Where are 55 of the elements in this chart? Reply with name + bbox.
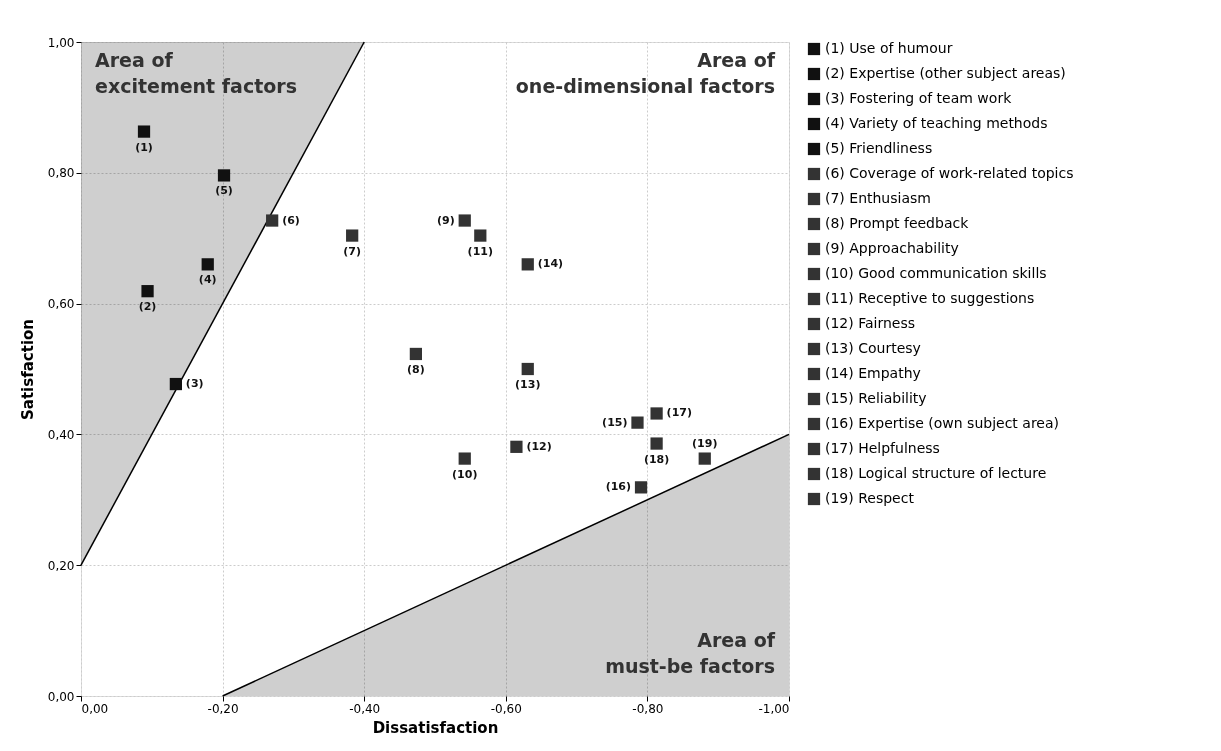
x-tick-label: -0,20 xyxy=(207,701,239,716)
annotation: Area of must-be factors xyxy=(605,629,776,677)
legend-label: (9) Approachability xyxy=(825,240,959,256)
legend-label: (19) Respect xyxy=(825,490,915,506)
annotation: (10) xyxy=(452,467,478,481)
legend-label: (10) Good communication skills xyxy=(825,265,1047,281)
x-tick-label: 0,00 xyxy=(81,701,109,716)
y-tick-label: 0,60 xyxy=(47,297,75,312)
annotation: (16) xyxy=(605,480,632,494)
annotation: (12) xyxy=(526,439,552,453)
y-tick-label: 0,80 xyxy=(47,166,75,181)
x-tick-label: -0,40 xyxy=(349,701,381,716)
annotation: (7) xyxy=(343,244,362,258)
x-axis-title: Dissatisfaction xyxy=(372,718,499,737)
annotation: (5) xyxy=(215,184,233,198)
annotation: (13) xyxy=(515,378,541,391)
annotation: (17) xyxy=(666,406,692,420)
annotation: (3) xyxy=(185,377,204,391)
legend-label: (1) Use of humour xyxy=(825,40,953,56)
legend-label: (8) Prompt feedback xyxy=(825,215,970,231)
annotation: (1) xyxy=(135,140,153,154)
annotation: (2) xyxy=(138,300,157,314)
legend-label: (16) Expertise (own subject area) xyxy=(825,415,1059,431)
legend-label: (7) Enthusiasm xyxy=(825,190,931,206)
x-tick-label: -0,80 xyxy=(632,701,664,716)
annotation: (6) xyxy=(282,213,300,227)
annotation: Area of one-dimensional factors xyxy=(515,49,776,97)
legend-label: (15) Reliability xyxy=(825,390,927,406)
y-axis-title: Satisfaction xyxy=(18,318,37,421)
x-tick-label: -0,60 xyxy=(490,701,522,716)
legend-label: (6) Coverage of work-related topics xyxy=(825,165,1074,181)
y-tick-label: 0,40 xyxy=(47,427,75,442)
annotation: (9) xyxy=(437,213,455,227)
legend-label: (4) Variety of teaching methods xyxy=(825,115,1048,131)
legend-label: (14) Empathy xyxy=(825,365,921,381)
annotation: (19) xyxy=(692,436,718,450)
annotation: (4) xyxy=(198,273,217,287)
annotation: Area of excitement factors xyxy=(95,49,297,97)
annotation: (18) xyxy=(643,452,670,466)
annotation: (15) xyxy=(602,415,628,429)
annotation: (8) xyxy=(407,362,425,376)
legend-label: (5) Friendliness xyxy=(825,140,933,156)
annotation: (14) xyxy=(537,257,564,271)
legend-label: (18) Logical structure of lecture xyxy=(825,465,1047,481)
legend-label: (12) Fairness xyxy=(825,315,916,331)
x-tick-label: -1,00 xyxy=(758,701,790,716)
legend-label: (13) Courtesy xyxy=(825,340,921,356)
annotation: (11) xyxy=(467,244,493,258)
legend-label: (11) Receptive to suggestions xyxy=(825,290,1035,306)
y-tick-label: 0,20 xyxy=(47,558,75,573)
legend-label: (17) Helpfulness xyxy=(825,440,940,456)
y-tick-label: 0,00 xyxy=(47,689,75,704)
y-tick-label: 1,00 xyxy=(47,35,75,50)
legend-label: (2) Expertise (other subject areas) xyxy=(825,65,1066,81)
legend-label: (3) Fostering of team work xyxy=(825,90,1013,106)
